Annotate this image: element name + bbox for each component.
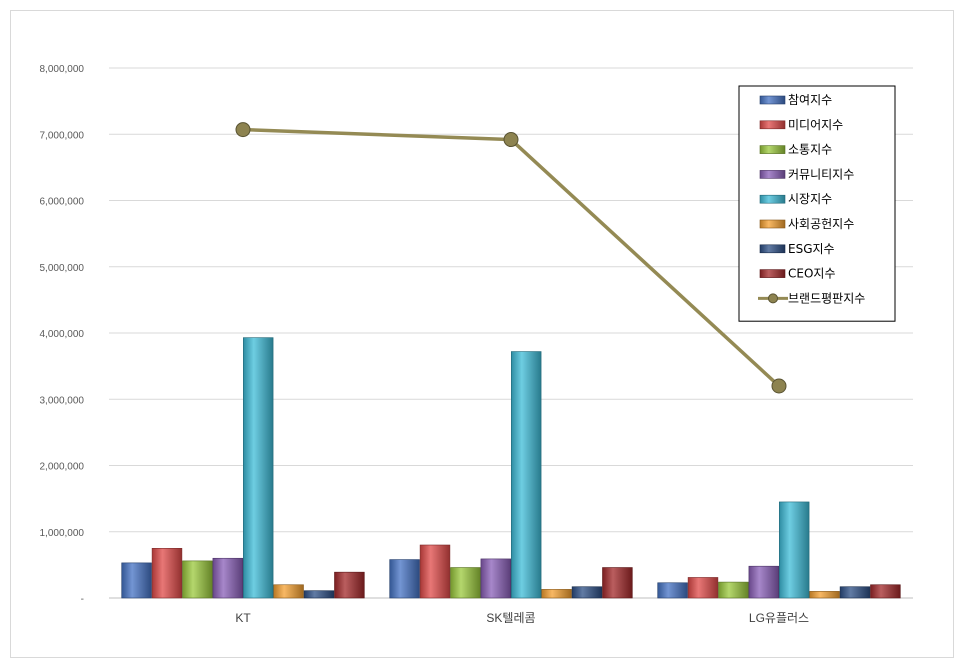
- bar-CEO지수-KT: [334, 571, 365, 599]
- chart-area: - 1,000,000 2,000,000 3,000,000 4,000,000 5,0…: [40, 64, 913, 625]
- bar-커뮤니티지수-SK텔레콤: [480, 558, 511, 599]
- legend-swatch: [759, 194, 786, 204]
- bar-시장지수-KT: [243, 337, 274, 599]
- legend-label: CEO지수: [788, 267, 836, 281]
- legend-label: ESG지수: [788, 242, 835, 256]
- x-axis-categories: KT SK텔레콤 LG유플러스: [235, 611, 809, 625]
- bars: [121, 337, 901, 599]
- legend-label: 참여지수: [788, 93, 832, 107]
- legend-label: 소통지수: [788, 143, 832, 157]
- y-tick-label: -: [81, 594, 84, 605]
- bar-CEO지수-LG유플러스: [870, 584, 901, 599]
- legend-marker: [768, 293, 778, 304]
- legend-label: 사회공헌지수: [788, 217, 854, 231]
- x-category-label: KT: [235, 611, 251, 625]
- x-category-label: LG유플러스: [749, 611, 809, 625]
- legend-swatch: [759, 170, 786, 179]
- bar-참여지수-SK텔레콤: [389, 559, 420, 599]
- y-tick-label: 2,000,000: [40, 462, 85, 473]
- bar-사회공헌지수-SK텔레콤: [541, 589, 572, 599]
- bar-CEO지수-SK텔레콤: [602, 567, 633, 599]
- y-tick-label: 4,000,000: [40, 329, 85, 340]
- legend-label: 시장지수: [788, 192, 832, 206]
- y-axis-ticks: - 1,000,000 2,000,000 3,000,000 4,000,000 5,0…: [40, 64, 85, 605]
- legend-swatch: [759, 244, 786, 254]
- y-tick-label: 7,000,000: [40, 130, 85, 141]
- legend-swatch: [759, 120, 786, 130]
- bar-참여지수-KT: [121, 562, 152, 599]
- bar-사회공헌지수-LG유플러스: [809, 591, 840, 599]
- y-tick-label: 5,000,000: [40, 263, 85, 274]
- y-tick-label: 3,000,000: [40, 395, 85, 406]
- bar-ESG지수-LG유플러스: [839, 586, 871, 599]
- legend-swatch: [759, 219, 786, 229]
- bar-사회공헌지수-KT: [273, 584, 304, 599]
- y-tick-label: 1,000,000: [40, 528, 85, 539]
- legend-swatch: [759, 145, 786, 154]
- brand-index-line: [235, 122, 787, 394]
- y-tick-label: 6,000,000: [40, 197, 85, 208]
- bar-소통지수-SK텔레콤: [450, 567, 481, 599]
- chart-frame: - 1,000,000 2,000,000 3,000,000 4,000,000 5,0…: [10, 10, 954, 658]
- bar-커뮤니티지수-KT: [212, 557, 243, 599]
- bar-미디어지수-LG유플러스: [687, 577, 719, 599]
- legend-label: 브랜드평판지수: [788, 291, 865, 305]
- legend-label: 미디어지수: [788, 118, 843, 132]
- legend-label: 커뮤니티지수: [788, 167, 854, 181]
- point-브랜드평판지수-LG유플러스: [771, 378, 787, 394]
- bar-시장지수-LG유플러스: [778, 501, 810, 599]
- bar-소통지수-KT: [182, 560, 213, 599]
- legend-swatch: [759, 269, 786, 278]
- bar-미디어지수-SK텔레콤: [419, 544, 451, 599]
- bar-ESG지수-KT: [303, 590, 335, 599]
- legend-swatch: [759, 95, 786, 105]
- bar-미디어지수-KT: [151, 548, 183, 599]
- line-브랜드평판지수: [242, 127, 781, 388]
- point-브랜드평판지수-KT: [235, 122, 251, 138]
- bar-참여지수-LG유플러스: [657, 582, 688, 599]
- bar-ESG지수-SK텔레콤: [571, 586, 603, 599]
- y-tick-label: 8,000,000: [40, 64, 85, 75]
- x-category-label: SK텔레콤: [486, 611, 535, 625]
- point-브랜드평판지수-SK텔레콤: [503, 132, 519, 148]
- bar-커뮤니티지수-LG유플러스: [748, 565, 780, 599]
- bar-시장지수-SK텔레콤: [510, 351, 542, 599]
- bar-소통지수-LG유플러스: [718, 581, 749, 599]
